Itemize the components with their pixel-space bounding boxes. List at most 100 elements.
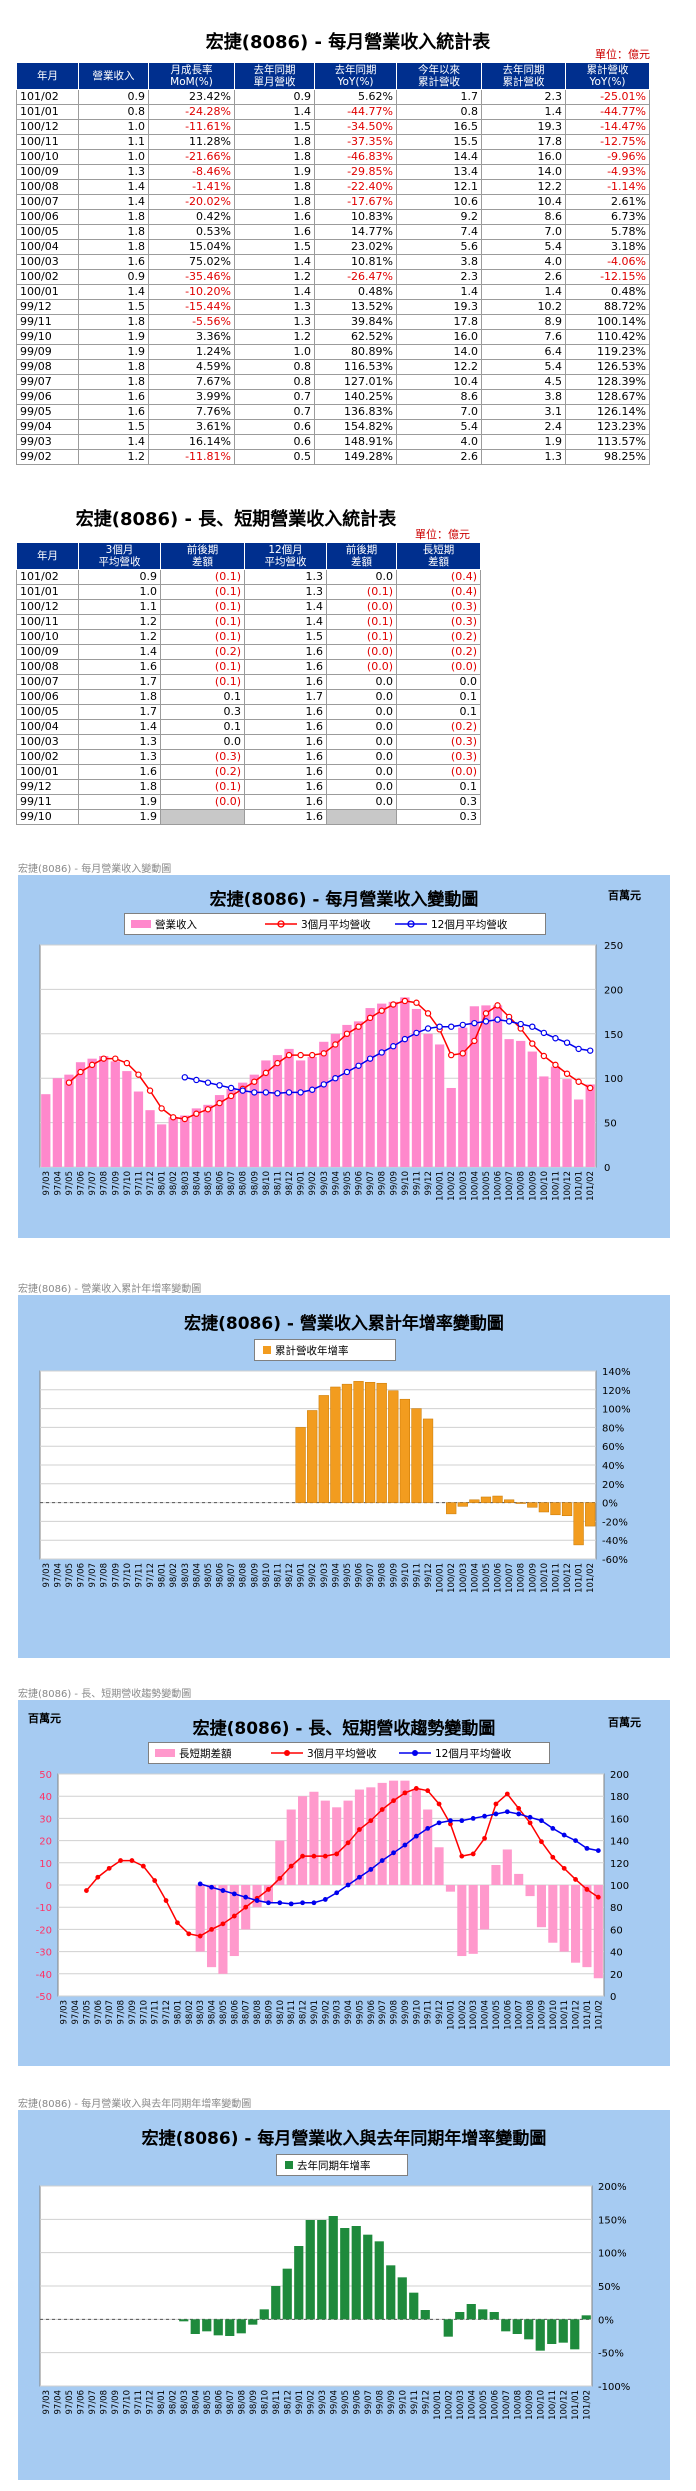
ma12-point (539, 1818, 544, 1824)
y-tick-label-left: 40 (39, 1792, 52, 1803)
ma3-point (552, 1061, 559, 1069)
table-cell: -4.06% (565, 254, 650, 270)
table-cell: (0.1) (160, 584, 245, 600)
table-cell: 99/12 (16, 299, 79, 315)
table-cell: 1.7 (78, 704, 161, 720)
table-cell: 0.0 (326, 704, 397, 720)
x-tick-label: 100/03 (469, 2000, 479, 2030)
x-tick-label: 100/06 (494, 1171, 504, 1201)
ma12-point (482, 1813, 487, 1819)
ma3-point (175, 1920, 180, 1926)
x-tick-label: 98/04 (208, 2000, 218, 2025)
ma12-point (285, 1089, 293, 1096)
monthly-revenue-table: 年月 營業收入 月成長率 MoM(%) 去年同期 單月營收 去年同期 YoY(%) 今年以… (16, 62, 650, 465)
ma12-point (297, 1089, 304, 1096)
x-tick-label: 98/02 (185, 2000, 195, 2025)
table-cell: 1.6 (244, 704, 327, 720)
x-tick-label: 97/04 (53, 1563, 63, 1588)
table-cell: 1.6 (244, 659, 327, 675)
ma3-point (220, 1921, 226, 1927)
table-cell: (0.1) (160, 674, 245, 690)
ma12-point (573, 1838, 578, 1843)
table-cell: 10.83% (314, 209, 397, 225)
table-cell: 62.52% (314, 329, 397, 345)
table-cell: 100/02 (16, 269, 79, 285)
x-tick-label: 100/06 (503, 2000, 513, 2030)
table-cell: -26.47% (314, 269, 397, 285)
table-row: 100/02 0.9 -35.46% 1.2 -26.47% 2.3 2.6 -12.15% (16, 269, 650, 285)
x-tick-label: 99/04 (344, 2000, 354, 2025)
column-header: 前後期 差額 (160, 542, 245, 570)
long-short-revenue-table: 年月 3個月 平均營收 前後期 差額 12個月 平均營收 前後期 差額 長短期 差額 10… (16, 542, 481, 825)
x-tick-label: 97/12 (162, 2000, 172, 2025)
table-cell: 100/09 (16, 164, 79, 180)
table-cell: 2.3 (481, 89, 566, 105)
x-tick-label: 97/12 (146, 1563, 156, 1588)
column-header: 前後期 差額 (326, 542, 397, 570)
revenue-bar (353, 1021, 364, 1167)
table-cell (326, 809, 397, 825)
x-tick-label: 97/04 (71, 2000, 81, 2025)
diff-bar (275, 1840, 285, 1885)
column-header: 年月 (16, 62, 79, 90)
yoy-bar (294, 2246, 304, 2320)
x-tick-label: 100/04 (470, 1563, 480, 1593)
table-cell: 126.14% (565, 404, 650, 420)
table-cell: (0.2) (396, 629, 481, 645)
diff-bar (195, 1885, 205, 1952)
cum-yoy-bar (457, 1502, 468, 1507)
x-tick-label: 98/06 (230, 2000, 240, 2025)
table-cell: 17.8 (396, 314, 482, 330)
diff-bar (491, 1865, 501, 1885)
y-tick-label-left: -30 (36, 1948, 52, 1959)
table-cell: 1.6 (244, 644, 327, 660)
x-tick-label: 100/07 (505, 1171, 515, 1201)
diff-bar (298, 1796, 308, 1885)
chart2-plot: -60% -40% -20% 0% 20% 40% 60% 80% 100% 120% 140% 97… (39, 1367, 631, 1593)
yoy-bar (340, 2228, 350, 2320)
yoy-bar (409, 2292, 419, 2320)
ma3-point (170, 1114, 177, 1121)
column-header: 12個月 平均營收 (244, 542, 327, 570)
table-cell: 1.4 (78, 284, 149, 300)
table-cell: 123.23% (565, 419, 650, 435)
column-header: 3個月 平均營收 (78, 542, 161, 570)
column-header: 累計營收 YoY(%) (565, 62, 650, 90)
y-tick-label-right: 140 (610, 1837, 629, 1848)
table-cell: 16.14% (148, 434, 235, 450)
x-tick-label: 97/03 (42, 2390, 52, 2415)
table-cell: (0.0) (326, 659, 397, 675)
x-tick-label: 99/10 (398, 2390, 408, 2415)
table-cell: (0.3) (396, 734, 481, 750)
table-cell: 1.9 (78, 794, 161, 810)
x-tick-label: 99/02 (306, 2390, 316, 2415)
table-cell: 3.8 (396, 254, 482, 270)
ma3-point (209, 1927, 214, 1932)
x-tick-label: 97/08 (117, 2000, 127, 2025)
diff-bar (207, 1885, 217, 1968)
x-tick-label: 100/06 (494, 1563, 504, 1593)
ma3-line (85, 1787, 599, 1937)
table-cell: 5.4 (481, 239, 566, 255)
x-tick-label: 100/10 (536, 2390, 546, 2420)
ma3-point (494, 1002, 501, 1009)
ma3-point (231, 1913, 237, 1919)
y-tick-label: 100 (604, 1074, 623, 1085)
x-tick-label: 99/02 (308, 1171, 318, 1196)
x-tick-label: 100/02 (444, 2390, 454, 2420)
table-cell: (0.0) (326, 599, 397, 615)
table-row: 100/11 1.1 11.28% 1.8 -37.35% 15.5 17.8 -12.75% (16, 134, 650, 150)
x-tick-label: 100/10 (540, 1171, 550, 1201)
table-cell: 2.61% (565, 194, 650, 210)
ma3-point (193, 1110, 200, 1117)
revenue-bar (203, 1104, 213, 1167)
chart3-plot: -50 -40 -30 -20 -10 0 10 20 30 40 50 0 20 40 60 80 100 12… (36, 1770, 629, 2030)
x-tick-label: 98/05 (203, 2390, 213, 2415)
revenue-bar (75, 1062, 86, 1167)
x-tick-label: 97/07 (88, 1563, 98, 1588)
y-tick-label: 150 (604, 1030, 623, 1041)
x-tick-label: 98/06 (216, 1563, 226, 1588)
x-tick-label: 97/05 (65, 1563, 75, 1588)
table-cell: -12.15% (565, 269, 650, 285)
x-tick-label: 98/02 (168, 2390, 178, 2415)
